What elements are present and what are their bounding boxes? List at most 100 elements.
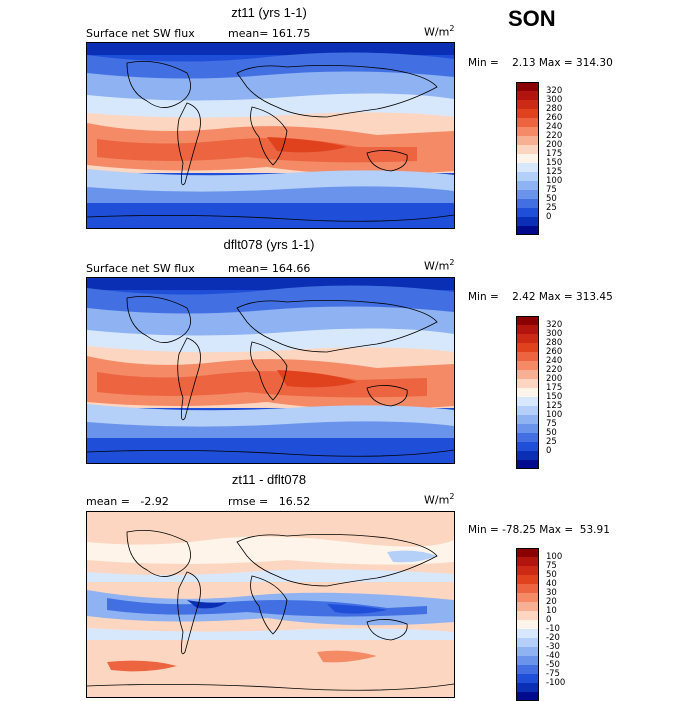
panel3-min-max: Min = -78.25 Max = 53.91 xyxy=(468,524,610,536)
colorbar-swatch xyxy=(516,433,539,442)
panel3-rmse: rmse = 16.52 xyxy=(228,495,311,508)
panel3-map xyxy=(86,511,455,698)
colorbar-label: 75 xyxy=(546,185,557,195)
colorbar-swatch xyxy=(516,370,539,379)
colorbar-label: 300 xyxy=(546,329,563,339)
colorbar-label: 50 xyxy=(546,194,557,204)
panel1-title: zt11 (yrs 1-1) xyxy=(231,5,307,20)
panel1-map xyxy=(86,42,455,229)
colorbar-label: -50 xyxy=(546,660,560,670)
colorbar-swatch xyxy=(516,593,539,602)
colorbar-label: 220 xyxy=(546,365,563,375)
colorbar-swatch xyxy=(516,548,539,557)
colorbar-label: 200 xyxy=(546,140,563,150)
colorbar-swatch xyxy=(516,361,539,370)
colorbar-label: -40 xyxy=(546,651,560,661)
colorbar-swatch xyxy=(516,91,539,100)
colorbar-swatch xyxy=(516,82,539,91)
panel3-units: W/m2 xyxy=(424,492,455,507)
colorbar-label: 0 xyxy=(546,446,552,456)
colorbar-swatch xyxy=(516,379,539,388)
panel2-title: dflt078 (yrs 1-1) xyxy=(223,237,315,252)
panel2-units: W/m2 xyxy=(424,258,455,273)
colorbar-label: 280 xyxy=(546,338,563,348)
colorbar-swatch xyxy=(516,451,539,460)
panel1-units: W/m2 xyxy=(424,24,455,39)
colorbar-swatch xyxy=(516,127,539,136)
colorbar-label: 50 xyxy=(546,570,557,580)
colorbar-swatch xyxy=(516,118,539,127)
colorbar-label: 125 xyxy=(546,167,563,177)
colorbar-label: 260 xyxy=(546,113,563,123)
season-title: SON xyxy=(508,6,556,31)
colorbar-swatch xyxy=(516,352,539,361)
colorbar-label: 25 xyxy=(546,437,557,447)
colorbar-swatch xyxy=(516,638,539,647)
colorbar-swatch xyxy=(516,154,539,163)
colorbar-swatch xyxy=(516,163,539,172)
panel3-colorbar: 100 75 50 40 30 20 10 0 -10 -20 -30 -40 -50 -75 -100 xyxy=(516,548,576,701)
colorbar-label: 0 xyxy=(546,212,552,222)
colorbar-swatch xyxy=(516,683,539,692)
colorbar-label: 100 xyxy=(546,410,563,420)
panel2-colorbar: 320 300 280 260 240 220 200 175 150 125 100 75 50 25 0 xyxy=(516,316,576,469)
colorbar-swatch xyxy=(516,145,539,154)
colorbar-swatch xyxy=(516,343,539,352)
colorbar-swatch xyxy=(516,629,539,638)
colorbar-swatch xyxy=(516,334,539,343)
colorbar-swatch xyxy=(516,602,539,611)
colorbar-swatch xyxy=(516,109,539,118)
colorbar-label: 20 xyxy=(546,597,557,607)
colorbar-swatch xyxy=(516,199,539,208)
colorbar-swatch xyxy=(516,172,539,181)
colorbar-swatch xyxy=(516,316,539,325)
colorbar-swatch xyxy=(516,665,539,674)
colorbar-swatch xyxy=(516,208,539,217)
colorbar-swatch xyxy=(516,611,539,620)
colorbar-label: 300 xyxy=(546,95,563,105)
colorbar-swatch xyxy=(516,674,539,683)
colorbar-swatch xyxy=(516,566,539,575)
panel1-colorbar: 320 300 280 260 240 220 200 175 150 125 100 75 50 25 0 xyxy=(516,82,576,235)
colorbar-label: 30 xyxy=(546,588,557,598)
colorbar-label: 175 xyxy=(546,149,563,159)
colorbar-swatch xyxy=(516,442,539,451)
panel2-min-max: Min = 2.42 Max = 313.45 xyxy=(468,291,613,303)
colorbar-swatch xyxy=(516,226,539,235)
colorbar-label: 150 xyxy=(546,392,563,402)
colorbar-label: 240 xyxy=(546,356,563,366)
panel1-field-label: Surface net SW flux xyxy=(86,27,195,40)
colorbar-swatch xyxy=(516,620,539,629)
colorbar-label: 125 xyxy=(546,401,563,411)
colorbar-swatch xyxy=(516,217,539,226)
colorbar-swatch xyxy=(516,656,539,665)
colorbar-label: 260 xyxy=(546,347,563,357)
colorbar-swatch xyxy=(516,181,539,190)
colorbar-label: 75 xyxy=(546,561,557,571)
colorbar-swatch xyxy=(516,136,539,145)
colorbar-swatch xyxy=(516,397,539,406)
colorbar-swatch xyxy=(516,460,539,469)
panel3-mean: mean = -2.92 xyxy=(86,495,169,508)
colorbar-swatch xyxy=(516,424,539,433)
colorbar-swatch xyxy=(516,557,539,566)
colorbar-label: 10 xyxy=(546,606,557,616)
colorbar-swatch xyxy=(516,415,539,424)
colorbar-label: 240 xyxy=(546,122,563,132)
panel1-min-max: Min = 2.13 Max = 314.30 xyxy=(468,57,613,69)
panel3-title: zt11 - dflt078 xyxy=(231,472,307,487)
colorbar-label: 150 xyxy=(546,158,563,168)
colorbar-label: 100 xyxy=(546,552,563,562)
panel1-mean: mean= 161.75 xyxy=(228,27,311,40)
panel2-mean: mean= 164.66 xyxy=(228,262,311,275)
colorbar-swatch xyxy=(516,584,539,593)
colorbar-label: 175 xyxy=(546,383,563,393)
colorbar-label: 100 xyxy=(546,176,563,186)
colorbar-label: 220 xyxy=(546,131,563,141)
panel2-map xyxy=(86,277,455,464)
colorbar-label: 40 xyxy=(546,579,557,589)
colorbar-label: -100 xyxy=(546,678,566,688)
colorbar-label: 280 xyxy=(546,104,563,114)
colorbar-swatch xyxy=(516,388,539,397)
colorbar-swatch xyxy=(516,100,539,109)
